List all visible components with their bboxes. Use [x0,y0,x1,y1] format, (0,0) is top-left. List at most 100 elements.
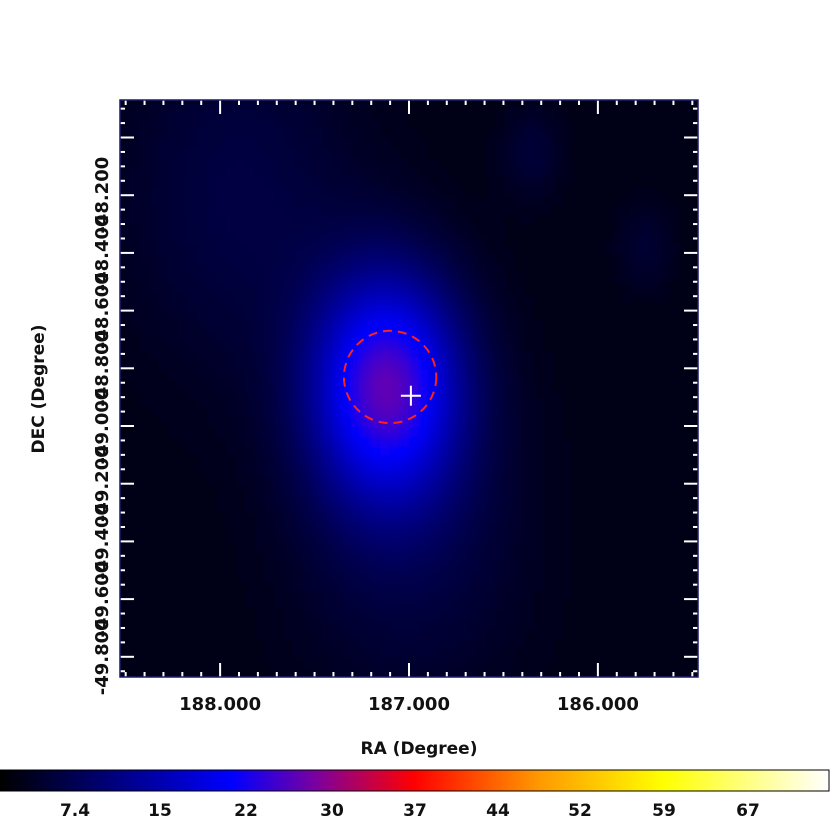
heatmap-cell [225,167,237,178]
heatmap-cell [428,580,439,592]
heatmap-cell [187,609,198,620]
heatmap-cell [380,609,391,620]
heatmap-cell [620,225,632,236]
heatmap-cell [380,600,391,611]
heatmap-cell [283,282,294,293]
heatmap-cell [447,657,458,668]
heatmap-cell [120,157,131,168]
heatmap-cell [148,138,160,149]
heatmap-cell [418,446,429,457]
heatmap-cell [331,426,343,438]
heatmap-cell [206,446,217,457]
heatmap-cell [630,619,641,630]
heatmap-cell [640,282,651,293]
heatmap-cell [177,494,189,505]
heatmap-cell [139,628,150,640]
heatmap-cell [177,657,189,668]
heatmap-cell [688,157,698,168]
heatmap-cell [139,119,150,130]
heatmap-cell [322,407,333,418]
heatmap-cell [437,378,449,390]
heatmap-cell [611,340,622,351]
heatmap-cell [187,600,198,611]
heatmap-cell [235,282,246,293]
heatmap-cell [649,167,661,178]
heatmap-cell [620,176,632,188]
heatmap-cell [592,580,603,592]
heatmap-cell [409,667,420,677]
heatmap-cell [254,638,266,649]
heatmap-cell [254,532,266,543]
heatmap-cell [177,282,189,293]
heatmap-cell [216,244,227,255]
heatmap-cell [495,426,506,438]
heatmap-cell [177,186,189,197]
heatmap-cell [370,417,381,428]
heatmap-cell [245,561,256,572]
heatmap-cell [688,100,698,111]
heatmap-cell [341,157,352,168]
heatmap-cell [225,619,237,630]
heatmap-cell [601,561,612,572]
heatmap-cell [640,494,651,505]
heatmap-cell [139,494,150,505]
heatmap-cell [495,215,506,226]
heatmap-cell [524,619,535,630]
heatmap-cell [640,465,651,476]
heatmap-cell [283,542,294,553]
heatmap-cell [139,446,150,457]
heatmap-cell [669,455,680,467]
heatmap-cell [582,542,593,553]
heatmap-cell [495,119,506,130]
heatmap-cell [669,244,680,255]
heatmap-cell [437,426,449,438]
heatmap-cell [148,234,160,245]
heatmap-cell [380,292,391,303]
heatmap-cell [505,407,516,418]
heatmap-cell [572,378,583,390]
heatmap-cell [129,186,140,197]
heatmap-cell [177,205,189,216]
heatmap-cell [245,244,256,255]
heatmap-cell [197,600,208,611]
colorbar-tick-label: 22 [234,801,258,821]
heatmap-cell [669,340,680,351]
heatmap-cell [678,426,689,438]
heatmap-cell [235,407,246,418]
heatmap-cell [466,282,478,293]
y-tick-label: -49.400 [92,503,113,580]
heatmap-cell [640,446,651,457]
heatmap-cell [139,465,150,476]
heatmap-cell [553,273,564,284]
heatmap-cell [534,436,545,447]
heatmap-cell [582,100,593,111]
heatmap-cell [447,128,458,140]
heatmap-cell [659,628,670,640]
heatmap-cell [495,638,506,649]
heatmap-cell [669,157,680,168]
heatmap-cell [139,244,150,255]
heatmap-cell [447,407,458,418]
heatmap-cell [148,119,160,130]
heatmap-cell [129,378,140,390]
heatmap-cell [505,225,516,236]
heatmap-cell [274,648,285,659]
heatmap-cell [370,494,381,505]
heatmap-cell [235,426,246,438]
heatmap-cell [534,186,545,197]
heatmap-cell [322,292,333,303]
heatmap-cell [409,426,420,438]
heatmap-cell [495,292,506,303]
heatmap-cell [457,417,468,428]
heatmap-cell [351,426,362,438]
heatmap-cell [437,609,449,620]
heatmap-cell [303,426,314,438]
heatmap-cell [669,292,680,303]
heatmap-cell [216,455,227,467]
heatmap-cell [620,638,632,649]
heatmap-cell [158,465,169,476]
heatmap-cell [303,128,314,140]
heatmap-cell [447,455,458,467]
heatmap-cell [466,426,478,438]
heatmap-cell [303,244,314,255]
